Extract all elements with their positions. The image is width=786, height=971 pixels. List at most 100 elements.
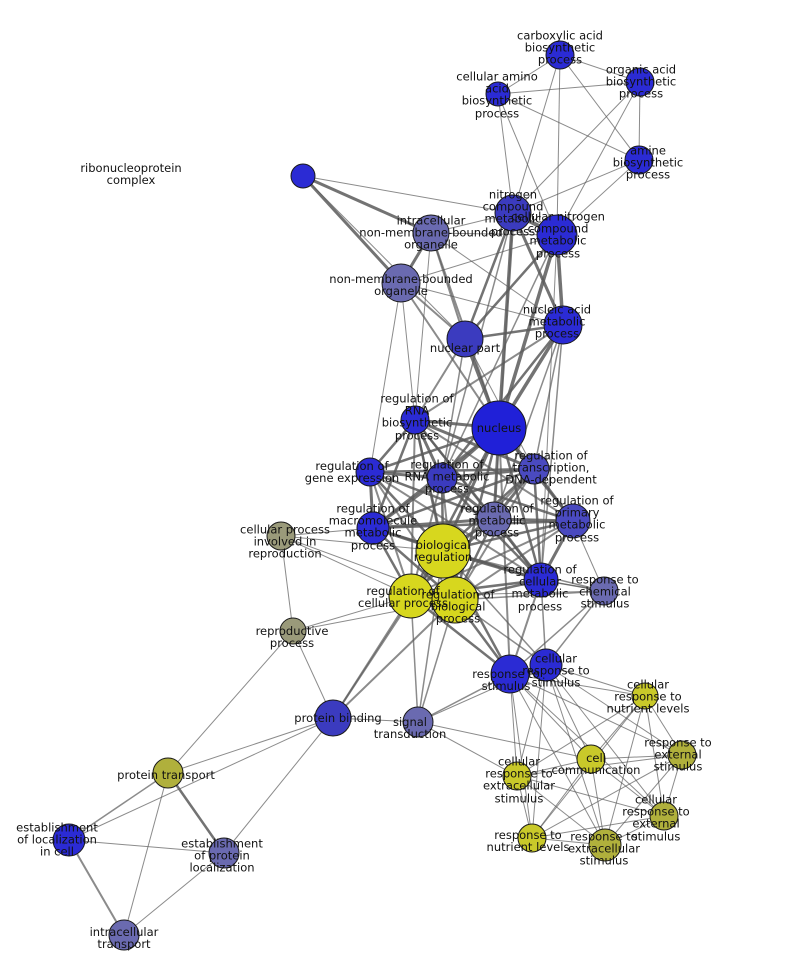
graph-node[interactable]	[476, 501, 512, 537]
graph-node[interactable]	[536, 214, 578, 256]
graph-edge	[509, 673, 665, 817]
graph-edge	[556, 81, 641, 236]
graph-node[interactable]	[402, 706, 434, 738]
graph-node[interactable]	[490, 654, 530, 694]
graph-edge	[512, 159, 640, 214]
graph-node[interactable]	[266, 521, 296, 551]
graph-node[interactable]	[625, 67, 655, 97]
graph-node[interactable]	[400, 405, 430, 435]
graph-node[interactable]	[667, 740, 697, 770]
graph-edge	[512, 54, 561, 214]
graph-edge	[604, 695, 646, 846]
graph-node[interactable]	[415, 523, 471, 579]
graph-node[interactable]	[485, 81, 511, 107]
graph-node[interactable]	[52, 823, 86, 857]
graph-edge	[414, 232, 432, 421]
graph-node[interactable]	[314, 699, 352, 737]
graph-node[interactable]	[471, 400, 527, 456]
graph-node[interactable]	[355, 457, 385, 487]
graph-node[interactable]	[523, 562, 559, 598]
graph-edge	[280, 535, 412, 597]
graph-edge	[497, 93, 558, 236]
graph-node[interactable]	[108, 919, 140, 951]
graph-edge	[516, 664, 547, 777]
graph-edge	[430, 232, 564, 326]
graph-node[interactable]	[624, 145, 654, 175]
graph-edge	[531, 815, 665, 839]
graph-edge	[531, 754, 683, 839]
graph-edge	[332, 595, 412, 719]
graph-node[interactable]	[649, 801, 679, 831]
graph-node[interactable]	[494, 194, 532, 232]
graph-edge	[123, 852, 225, 936]
graph-node[interactable]	[446, 320, 484, 358]
graph-edge	[302, 174, 432, 235]
graph-node[interactable]	[502, 761, 532, 791]
graph-edge	[400, 282, 500, 429]
graph-node[interactable]	[517, 823, 547, 853]
graph-edge	[68, 772, 169, 841]
graph-edge	[509, 673, 533, 839]
graph-node[interactable]	[426, 462, 458, 494]
graph-edge	[369, 282, 402, 473]
graph-edge	[410, 419, 416, 597]
graph-node[interactable]	[431, 576, 479, 624]
graph-edge	[167, 630, 294, 774]
graph-edge	[590, 754, 683, 760]
graph-node[interactable]	[589, 576, 619, 606]
graph-edge	[372, 517, 495, 530]
graph-edge	[417, 550, 444, 723]
graph-edge	[509, 673, 592, 760]
graph-edge	[545, 664, 665, 817]
graph-node[interactable]	[576, 744, 606, 774]
graph-edge	[497, 93, 640, 161]
graph-edge	[223, 717, 334, 854]
graph-edge	[545, 664, 606, 846]
graph-edge	[441, 476, 574, 523]
graph-edge	[545, 664, 592, 760]
graph-node[interactable]	[388, 573, 434, 619]
graph-edge	[400, 282, 564, 326]
graph-node[interactable]	[588, 828, 622, 862]
graph-node[interactable]	[356, 511, 390, 545]
graph-edge	[369, 471, 456, 601]
graph-edge	[280, 535, 294, 632]
graph-edge	[516, 775, 665, 817]
graph-edge	[417, 721, 518, 777]
graph-edge	[531, 664, 547, 839]
graph-edge	[590, 758, 665, 817]
graph-node[interactable]	[279, 617, 307, 645]
graph-node[interactable]	[555, 503, 591, 539]
graph-node[interactable]	[381, 263, 421, 303]
graph-edge	[302, 175, 466, 340]
graph-edge	[430, 232, 558, 236]
graph-edge	[167, 717, 334, 774]
graph-edge	[509, 673, 606, 846]
graph-node[interactable]	[412, 214, 450, 252]
graph-edge	[497, 93, 514, 214]
graph-edge	[509, 590, 605, 675]
graph-node[interactable]	[631, 682, 659, 710]
graph-edge	[302, 175, 514, 214]
graph-edge	[509, 673, 646, 697]
edge-group	[68, 54, 683, 936]
graph-node[interactable]	[152, 757, 184, 789]
graph-node[interactable]	[529, 648, 563, 682]
graph-edge	[400, 282, 416, 421]
graph-edge	[332, 599, 456, 719]
graph-edge	[516, 775, 606, 846]
graph-node[interactable]	[543, 305, 583, 345]
graph-edge	[559, 54, 640, 161]
graph-edge	[493, 324, 564, 520]
graph-node[interactable]	[208, 837, 240, 869]
graph-node[interactable]	[518, 453, 550, 485]
graph-edge	[532, 468, 543, 581]
graph-node[interactable]	[545, 40, 575, 70]
graph-edge	[442, 550, 605, 592]
graph-edge	[301, 174, 403, 285]
graph-edge	[545, 664, 646, 697]
graph-edge	[511, 212, 565, 326]
graph-node[interactable]	[290, 163, 316, 189]
